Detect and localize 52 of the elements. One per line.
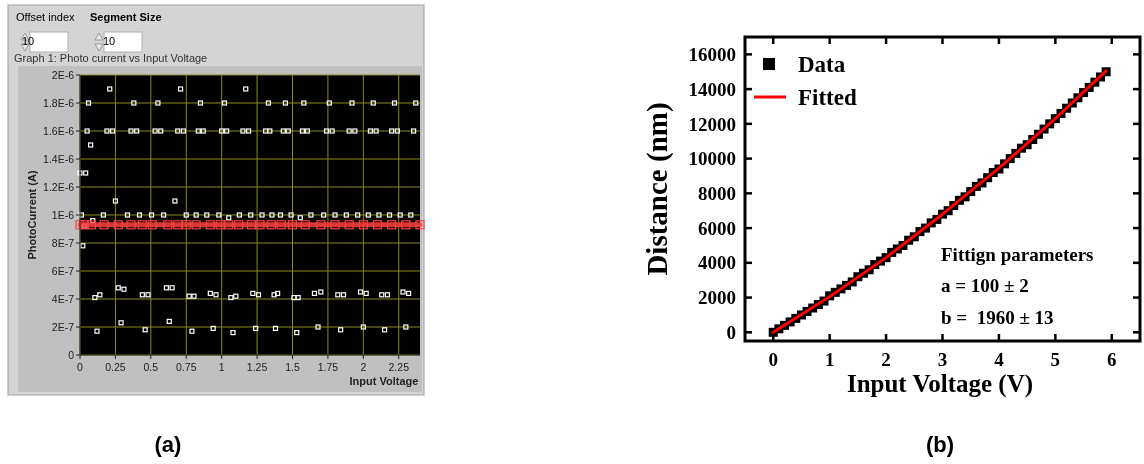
x-tick-label: 0.75 — [176, 361, 197, 373]
x-tick-label: 0 — [77, 361, 84, 373]
y-axis-title: PhotoCurrent (A) — [26, 170, 38, 260]
text: (a) — [154, 432, 182, 457]
x-tick-label: 2 — [360, 361, 367, 373]
y-tick-label: 1E-6 — [51, 208, 75, 221]
annotation: a = 100 ± 2 — [941, 275, 1029, 296]
y-tick-label: 1.2E-6 — [43, 180, 75, 193]
chart-title: Graph 1: Photo current vs Input Voltage — [14, 52, 208, 64]
y-tick-label: 2E-7 — [51, 320, 75, 333]
x-tick-label: 1 — [824, 349, 835, 370]
text: 10 — [103, 35, 116, 47]
y-tick-label: 14000 — [688, 78, 736, 100]
x-tick-label: 2 — [881, 349, 891, 370]
x-tick-label: 1 — [218, 361, 225, 373]
annotation: b = 1960 ± 13 — [941, 307, 1054, 328]
annotation: Fittign parameters — [941, 244, 1094, 265]
y-tick-label: 0 — [726, 321, 736, 343]
text: 10 — [22, 35, 35, 47]
y-tick-label: 8E-7 — [51, 236, 75, 249]
legend-label: Fitted — [798, 85, 857, 111]
x-axis-title: Input Voltage (V) — [846, 370, 1034, 398]
x-tick-label: 1.25 — [246, 361, 268, 373]
text: (b) — [925, 432, 955, 457]
y-tick-label: 12000 — [688, 113, 736, 135]
legend-label: Data — [798, 52, 846, 78]
x-tick-label: 0.5 — [143, 361, 159, 373]
x-tick-label: 1.5 — [285, 361, 300, 373]
x-tick-label: 0 — [768, 349, 778, 370]
text: Segment Size — [90, 11, 162, 23]
y-tick-label: 8000 — [698, 182, 736, 204]
x-tick-label: 4 — [994, 349, 1005, 370]
y-tick-label: 6000 — [698, 217, 736, 239]
x-tick-label: 6 — [1107, 349, 1117, 370]
y-tick-label: 10000 — [688, 148, 736, 170]
y-tick-label: 1.6E-6 — [43, 124, 75, 137]
x-tick-label: 0.25 — [105, 361, 126, 373]
y-axis-title: Distance (nm) — [641, 102, 674, 276]
x-tick-label: 1.75 — [317, 361, 339, 373]
x-tick-label: 5 — [1050, 349, 1061, 370]
text: Offset index — [16, 11, 75, 23]
y-tick-label: 2E-6 — [51, 68, 75, 81]
x-axis-title: Input Voltage — [349, 375, 419, 387]
x-tick-label: 2.25 — [388, 361, 410, 373]
y-tick-label: 1.8E-6 — [43, 96, 75, 109]
x-tick-label: 3 — [937, 349, 948, 370]
y-tick-label: 2000 — [698, 287, 736, 309]
y-tick-label: 16000 — [688, 44, 736, 66]
y-tick-label: 4E-7 — [51, 292, 75, 305]
y-tick-label: 1.4E-6 — [43, 152, 75, 165]
y-tick-label: 6E-7 — [51, 264, 75, 277]
y-tick-label: 4000 — [698, 252, 736, 274]
